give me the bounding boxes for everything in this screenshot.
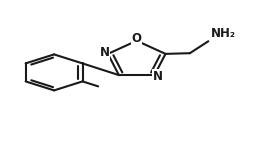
Text: O: O xyxy=(132,32,142,45)
Text: N: N xyxy=(100,46,110,59)
Text: N: N xyxy=(152,70,163,83)
Text: NH₂: NH₂ xyxy=(211,27,235,40)
